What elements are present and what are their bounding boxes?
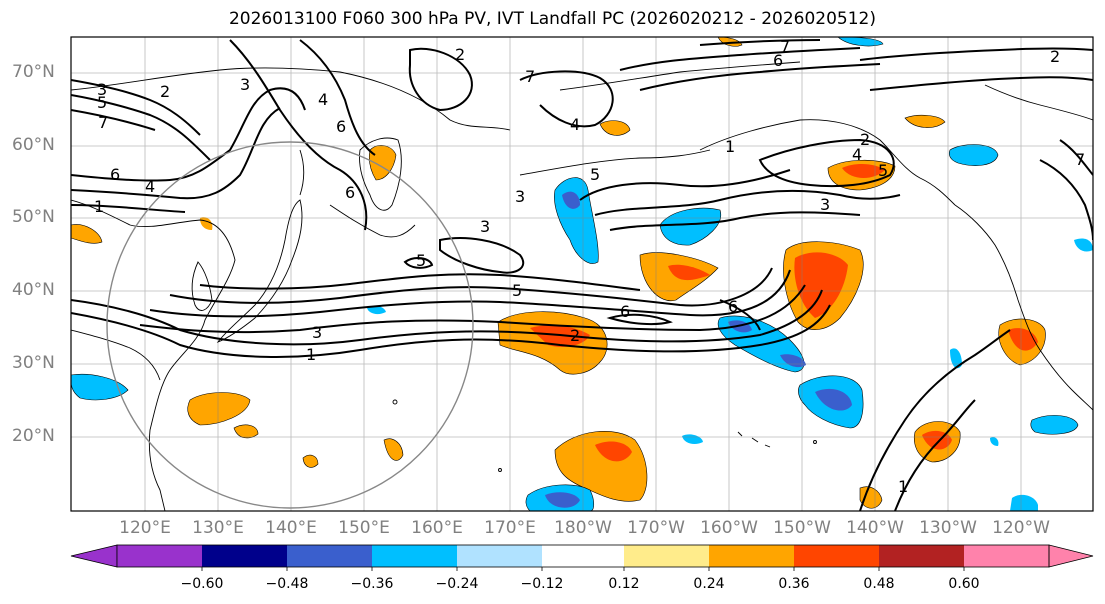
lon-label: 150°E <box>338 518 390 538</box>
lon-label: 140°E <box>265 518 317 538</box>
colorbar-segment <box>457 545 542 567</box>
lon-label: 140°W <box>846 518 904 538</box>
contour-label: 6 <box>336 117 346 136</box>
contour-label: 3 <box>820 195 830 214</box>
contour-label: 1 <box>306 345 316 364</box>
lat-label: 50°N <box>12 207 55 227</box>
contour-label: 2 <box>860 130 870 149</box>
lon-label: 150°W <box>773 518 831 538</box>
lat-label: 40°N <box>12 280 55 300</box>
colorbar-segment <box>794 545 879 567</box>
colorbar-tick-label: 0.36 <box>778 576 810 592</box>
lat-label: 60°N <box>12 135 55 155</box>
contour-label: 2 <box>1050 47 1060 66</box>
pv-contours <box>71 39 1093 511</box>
colorbar-tick-label: 0.60 <box>948 576 980 592</box>
contour-label: 3 <box>312 323 322 342</box>
contour-labels: 3 5 7 2 3 6 4 1 6 6 2 7 4 5 3 3 5 5 6 6 … <box>94 37 1085 496</box>
map-title: 2026013100 F060 300 hPa PV, IVT Landfall… <box>228 9 876 29</box>
region-circle <box>106 141 474 509</box>
contour-label: 6 <box>620 302 630 321</box>
colorbar-segment <box>202 545 287 567</box>
colorbar-tick-label: −0.60 <box>180 576 224 592</box>
lon-label: 130°E <box>192 518 244 538</box>
colorbar <box>70 544 1094 571</box>
contour-label: 1 <box>898 477 908 496</box>
contour-label: 3 <box>240 75 250 94</box>
colorbar-tick-label: −0.12 <box>520 576 564 592</box>
lon-label: 170°E <box>484 518 536 538</box>
colorbar-segment <box>117 545 202 567</box>
colorbar-frame <box>116 544 1050 568</box>
colorbar-extend-right <box>1048 544 1094 568</box>
lon-label: 180°W <box>554 518 612 538</box>
colorbar-tick-label: −0.36 <box>350 576 394 592</box>
contour-label: 7 <box>1075 150 1085 169</box>
contour-label: 6 <box>728 297 738 316</box>
colorbar-segment <box>287 545 372 567</box>
contour-label: 6 <box>110 165 120 184</box>
map-frame <box>70 36 1094 512</box>
colorbar-tick-label: −0.48 <box>265 576 309 592</box>
lat-label: 70°N <box>12 62 55 82</box>
contour-label: 4 <box>318 90 328 109</box>
colorbar-segment <box>372 545 457 567</box>
contour-label: 4 <box>570 115 580 134</box>
contour-label: 5 <box>97 93 107 112</box>
colorbar-tick-label: 0.12 <box>608 576 640 592</box>
contour-label: 3 <box>515 187 525 206</box>
contour-label: 4 <box>852 145 862 164</box>
contour-label: 7 <box>525 67 535 86</box>
contour-label: 6 <box>345 183 355 202</box>
colorbar-tick-label: 0.24 <box>693 576 725 592</box>
contour-label: 1 <box>725 137 735 156</box>
contour-label: 3 <box>97 80 107 99</box>
shaded-anomaly-patches <box>71 37 1093 511</box>
contour-label: 7 <box>98 113 108 132</box>
lon-label: 120°W <box>992 518 1050 538</box>
colorbar-segment <box>964 545 1049 567</box>
lon-label: 130°W <box>919 518 977 538</box>
contour-label: 4 <box>145 177 155 196</box>
contour-label: 6 <box>773 51 783 70</box>
lon-label: 160°E <box>411 518 463 538</box>
lat-label: 30°N <box>12 353 55 373</box>
contour-label: 2 <box>570 326 580 345</box>
contour-label: 5 <box>878 161 888 180</box>
colorbar-extend-left <box>70 544 118 568</box>
contour-label: 3 <box>480 217 490 236</box>
contour-label: 5 <box>590 165 600 184</box>
contour-label: 7 <box>780 37 790 56</box>
colorbar-tick-label: 0.48 <box>863 576 895 592</box>
contour-label: 1 <box>94 197 104 216</box>
colorbar-segment <box>709 545 794 567</box>
colorbar-segment <box>624 545 709 567</box>
lon-label: 160°W <box>700 518 758 538</box>
contour-label: 5 <box>416 251 426 270</box>
colorbar-tick-label: −0.24 <box>435 576 479 592</box>
lon-label: 170°W <box>627 518 685 538</box>
lon-label: 120°E <box>119 518 171 538</box>
lat-label: 20°N <box>12 426 55 446</box>
colorbar-segment <box>879 545 964 567</box>
colorbar-segment <box>542 545 624 567</box>
contour-label: 2 <box>455 45 465 64</box>
contour-label: 5 <box>512 281 522 300</box>
contour-label: 2 <box>160 82 170 101</box>
